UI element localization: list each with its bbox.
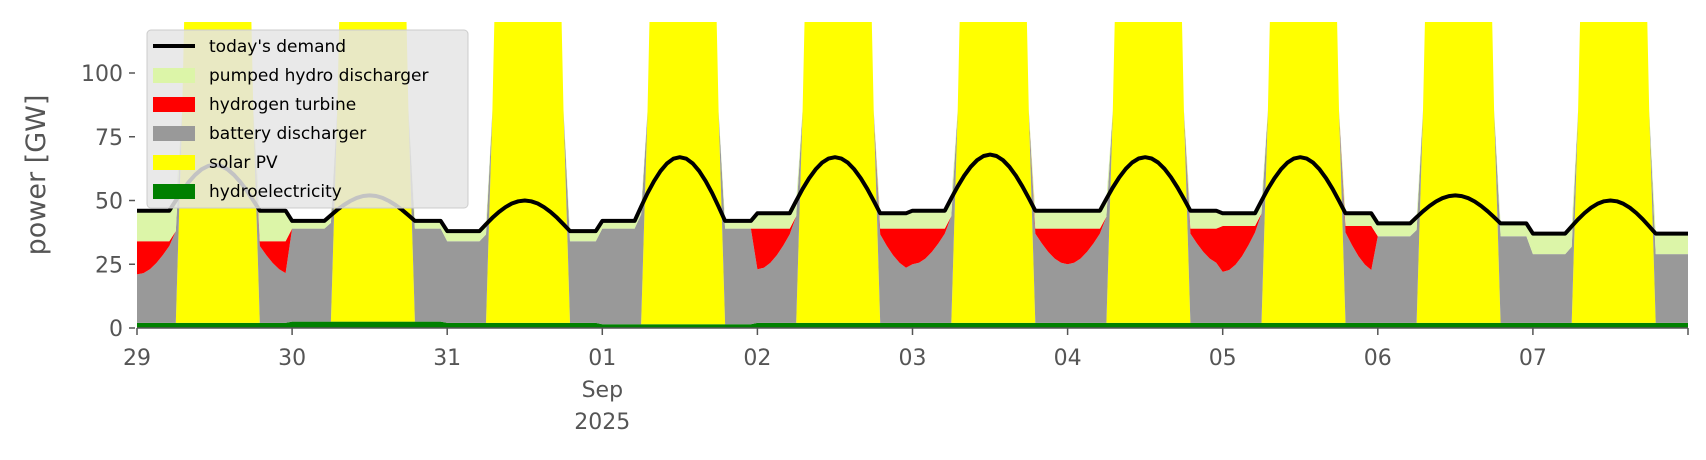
y-tick-label: 0: [109, 317, 123, 342]
y-axis-label: power [GW]: [21, 95, 52, 256]
x-tick-label: 04: [1054, 346, 1082, 371]
legend-swatch: [153, 68, 195, 83]
x-tick-label: 06: [1364, 346, 1392, 371]
legend-swatch: [153, 184, 195, 199]
legend: today's demand pumped hydro discharger hyd…: [146, 29, 469, 209]
y-tick-label: 100: [81, 62, 123, 87]
area-solar-pv: [137, 22, 1688, 325]
x-tick-label: 30: [278, 346, 306, 371]
legend-label: pumped hydro discharger: [209, 66, 428, 86]
y-tick-label: 75: [95, 126, 123, 151]
y-tick-label: 50: [95, 190, 123, 215]
stacked-areas: [137, 22, 1688, 328]
area-hydroelectricity: [137, 321, 1688, 328]
x-tick-label: 01: [588, 346, 616, 371]
y-tick-label: 25: [95, 253, 123, 278]
legend-label: hydrogen turbine: [209, 95, 356, 115]
x-secondary-label: Sep: [582, 378, 623, 403]
legend-label: battery discharger: [209, 124, 366, 144]
x-tick-label: 05: [1209, 346, 1237, 371]
x-tick-label: 31: [433, 346, 461, 371]
x-tick-label: 02: [743, 346, 771, 371]
axes: 0 25 50 75 100 29 30 31 01 02 03 04 05 06 07 Sep 2025: [81, 62, 1689, 435]
legend-label: hydroelectricity: [209, 182, 342, 202]
x-tick-label: 03: [899, 346, 927, 371]
legend-swatch: [153, 155, 195, 170]
legend-label: today's demand: [209, 37, 346, 57]
x-tick-label: 07: [1519, 346, 1547, 371]
legend-label: solar PV: [209, 153, 278, 173]
legend-swatch: [153, 97, 195, 112]
area-battery-discharger: [137, 22, 1688, 325]
x-secondary-label: 2025: [574, 410, 630, 435]
legend-swatch: [153, 126, 195, 141]
legend-box: [146, 29, 469, 209]
x-tick-label: 29: [123, 346, 151, 371]
